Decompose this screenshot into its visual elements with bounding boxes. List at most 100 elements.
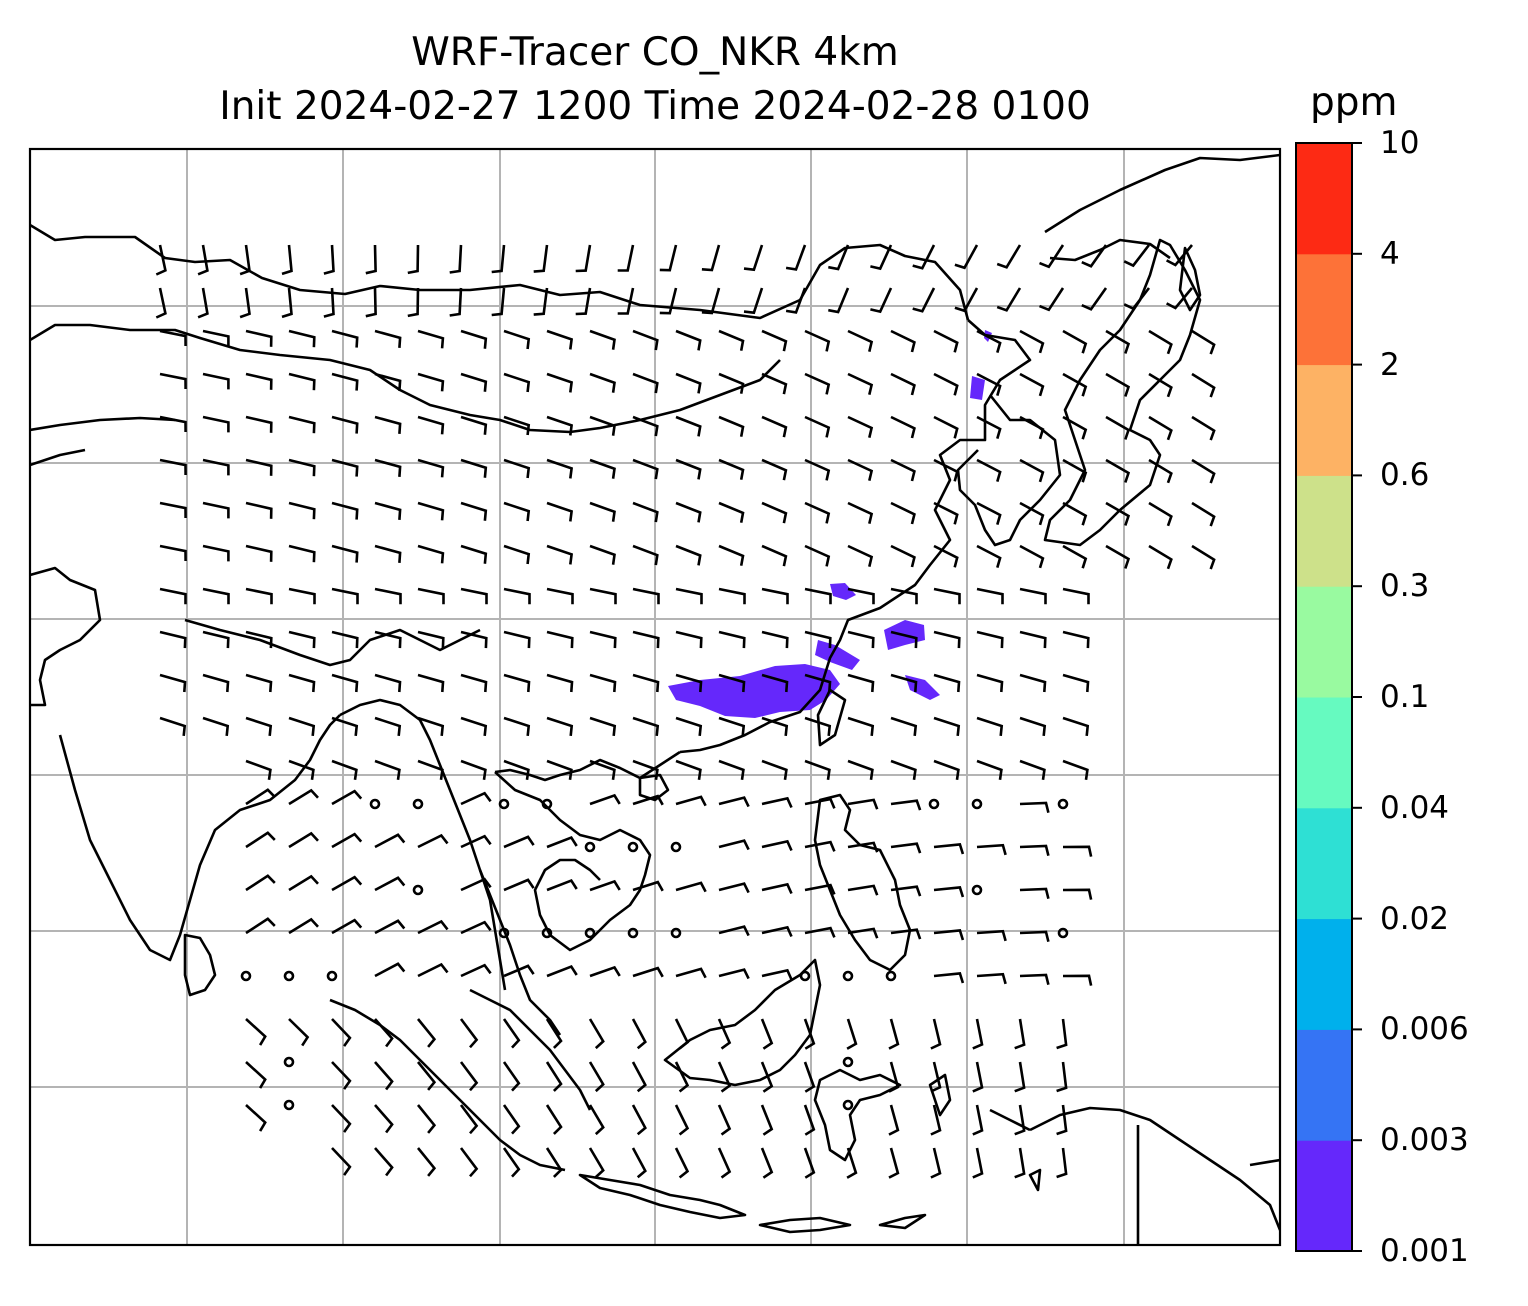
- wind-barb: [460, 458, 488, 478]
- wind-barb: [245, 372, 273, 390]
- wind-barb: [460, 877, 492, 892]
- wind-barb: [890, 501, 916, 525]
- wind-barb: [533, 244, 549, 273]
- wind-barb: [1148, 329, 1173, 355]
- calm-wind-circle: [541, 927, 553, 939]
- wind-barb: [545, 1018, 563, 1049]
- plume-north: [815, 640, 860, 670]
- wind-barb: [288, 788, 319, 806]
- wind-barb: [804, 673, 832, 693]
- wind-barb: [847, 501, 874, 524]
- wind-barb: [870, 244, 893, 271]
- wind-barb: [828, 287, 850, 314]
- wind-barb: [288, 458, 316, 477]
- wind-barb: [546, 372, 574, 393]
- wind-barb: [761, 587, 789, 605]
- wind-barb: [675, 673, 703, 693]
- wind-barb: [743, 244, 764, 272]
- calm-wind-circle: [498, 798, 510, 810]
- wind-barb: [159, 587, 187, 605]
- wind-barb: [1123, 287, 1151, 311]
- wind-barb: [589, 879, 621, 892]
- wind-barb: [416, 1147, 437, 1177]
- wind-barb: [417, 759, 444, 780]
- wind-barb: [589, 372, 616, 393]
- wind-barb: [632, 587, 660, 605]
- calm-wind-circle: [541, 798, 553, 810]
- wind-barb: [288, 329, 316, 348]
- wind-barb: [976, 929, 1007, 942]
- wind-barb: [1019, 329, 1045, 354]
- wind-barb: [460, 501, 488, 521]
- wind-barb: [245, 415, 273, 433]
- wind-barb: [589, 716, 617, 737]
- wind-barb: [761, 415, 788, 438]
- wind-barb: [374, 716, 402, 737]
- wind-barb: [933, 972, 965, 984]
- wind-barb: [460, 759, 487, 780]
- wind-barb: [718, 329, 745, 351]
- wind-barb: [1105, 458, 1131, 483]
- coast-timor: [758, 1216, 852, 1234]
- wind-barb: [972, 1147, 984, 1179]
- calm-wind-circle: [670, 841, 682, 853]
- wind-barb: [846, 1147, 858, 1179]
- coast-newguinea: [1029, 1106, 1280, 1231]
- wind-barb: [589, 329, 616, 350]
- wind-barb: [847, 673, 875, 693]
- wind-barb: [202, 501, 230, 519]
- wind-barb: [1019, 630, 1047, 649]
- wind-barb: [460, 791, 492, 806]
- wind-barb: [675, 630, 703, 649]
- coast-china-south: [494, 750, 681, 782]
- wind-barb: [718, 458, 745, 480]
- wind-barb: [546, 587, 574, 605]
- wind-barb: [239, 244, 251, 276]
- wind-barb: [1191, 544, 1216, 570]
- wind-barb: [245, 917, 276, 935]
- wind-barb: [417, 630, 445, 649]
- wind-barb: [588, 1104, 605, 1136]
- wind-barb: [803, 1104, 816, 1136]
- coast-russia-east: [1049, 238, 1171, 262]
- wind-barb: [575, 287, 592, 316]
- calm-wind-circle: [412, 884, 424, 896]
- wind-barb: [546, 544, 574, 565]
- wind-barb: [718, 544, 745, 566]
- wind-barb: [1191, 329, 1216, 355]
- wind-barb: [155, 244, 167, 276]
- wind-barb: [546, 759, 573, 780]
- wind-barb: [197, 287, 209, 319]
- wind-barb: [890, 716, 918, 737]
- wind-barb: [1105, 329, 1131, 354]
- wind-barb: [1148, 501, 1173, 527]
- calm-wind-circle: [627, 841, 639, 853]
- calm-wind-circle: [885, 970, 897, 982]
- wind-barb: [459, 1147, 479, 1178]
- wind-barb: [804, 544, 831, 567]
- wind-barb: [804, 797, 836, 809]
- wind-barb: [675, 372, 702, 394]
- wind-barb: [503, 759, 530, 780]
- wind-barb: [503, 501, 531, 522]
- wind-barb: [288, 1018, 310, 1047]
- wind-barb: [659, 244, 678, 272]
- wind-barb: [416, 1061, 437, 1091]
- wind-barb: [546, 329, 574, 350]
- wind-barb: [1105, 372, 1131, 397]
- colorbar-tick-label: 0.006: [1380, 1011, 1469, 1048]
- wind-barb: [417, 544, 445, 564]
- wind-barb: [417, 372, 445, 392]
- wind-barb: [589, 458, 616, 479]
- wind-barb: [288, 630, 316, 649]
- wind-barb: [460, 544, 488, 564]
- coast-srilanka: [183, 933, 217, 997]
- wind-barb: [460, 329, 488, 349]
- wind-barb: [202, 372, 230, 390]
- wind-barb: [331, 501, 359, 520]
- wind-barb: [331, 587, 359, 605]
- wind-barb: [718, 925, 750, 937]
- wind-barb: [159, 501, 187, 519]
- wind-barb: [546, 501, 574, 522]
- wind-barb: [459, 1018, 479, 1049]
